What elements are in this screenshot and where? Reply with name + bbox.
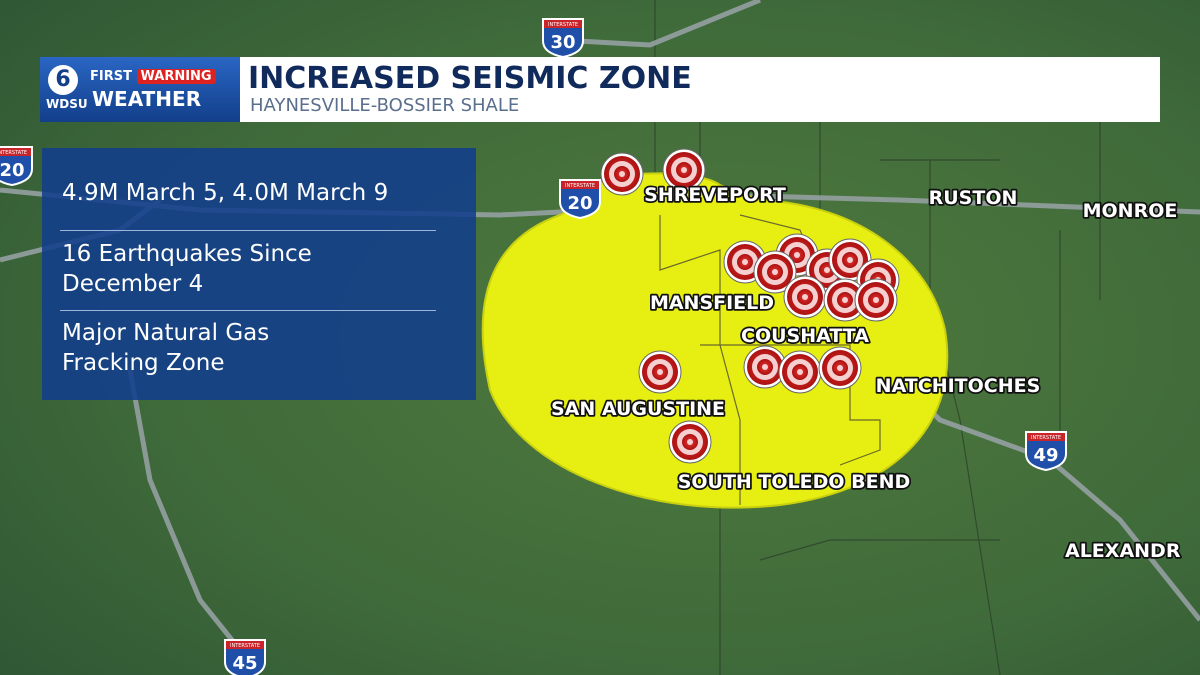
shield-top — [1027, 433, 1065, 441]
quake-marker — [818, 346, 862, 390]
city-label: SAN AUGUSTINE — [551, 398, 725, 420]
quake-marker — [778, 350, 822, 394]
interstate-shield: INTERSTATE 20 — [0, 146, 33, 187]
quake-ring — [772, 269, 778, 275]
quake-ring — [837, 365, 843, 371]
quake-ring — [619, 171, 625, 177]
shield-top — [226, 641, 264, 649]
city-label: MANSFIELD — [650, 292, 774, 314]
logo-station: WDSU — [46, 97, 88, 111]
logo-first: FIRST — [90, 69, 132, 84]
shield-label: INTERSTATE — [0, 150, 27, 156]
quake-ring — [824, 267, 830, 273]
shield-label: INTERSTATE — [565, 183, 595, 189]
quake-marker — [662, 148, 706, 192]
city-label: MONROE — [1083, 200, 1178, 222]
quake-marker — [753, 250, 797, 294]
info-item: 16 Earthquakes Since December 4 — [62, 241, 312, 297]
city-label: ALEXANDR — [1065, 540, 1181, 562]
shield-top — [544, 20, 582, 28]
quake-ring — [657, 369, 663, 375]
quake-ring — [794, 252, 800, 258]
interstate-shield: INTERSTATE 45 — [224, 639, 266, 675]
quake-ring — [873, 297, 879, 303]
shield-top — [561, 181, 599, 189]
quake-markers — [600, 148, 900, 464]
info-item: Major Natural Gas Fracking Zone — [62, 320, 270, 376]
shield-number: 49 — [1033, 445, 1058, 466]
quake-marker — [668, 420, 712, 464]
interstate-shield: INTERSTATE 20 — [559, 179, 601, 220]
city-label: SOUTH TOLEDO BEND — [678, 471, 911, 493]
quake-ring — [802, 294, 808, 300]
logo-warning: WARNING — [136, 69, 216, 84]
logo-product: WEATHER — [92, 87, 202, 111]
city-label: RUSTON — [929, 187, 1018, 209]
shield-top — [0, 148, 31, 156]
shield-label: INTERSTATE — [548, 22, 578, 28]
shield-body — [559, 179, 601, 220]
quake-marker — [743, 345, 787, 389]
interstate-shields: INTERSTATE30INTERSTATE20INTERSTATE20INTE… — [0, 18, 1067, 675]
interstate-shield: INTERSTATE 49 — [1025, 431, 1067, 472]
header-bar: 6 FIRST WARNING WDSU WEATHER INCREASED S… — [40, 57, 1160, 122]
quake-marker — [600, 152, 644, 196]
logo: 6 FIRST WARNING WDSU WEATHER — [40, 57, 240, 122]
quake-ring — [797, 369, 803, 375]
shield-number: 20 — [567, 193, 592, 214]
quake-ring — [687, 439, 693, 445]
quake-ring — [681, 167, 687, 173]
city-label: COUSHATTA — [741, 325, 869, 347]
quake-marker — [783, 275, 827, 319]
shield-body — [1025, 431, 1067, 472]
logo-brand: FIRST WARNING — [90, 69, 216, 84]
title: INCREASED SEISMIC ZONE — [248, 61, 692, 96]
separator — [60, 310, 436, 311]
shield-body — [542, 18, 584, 59]
shield-label: INTERSTATE — [230, 643, 260, 649]
shield-number: 45 — [232, 653, 257, 674]
quake-ring — [762, 364, 768, 370]
quake-ring — [842, 297, 848, 303]
quake-marker — [823, 278, 867, 322]
city-labels: SHREVEPORT RUSTON MONROE MANSFIELD COUSH… — [549, 182, 1182, 564]
separator — [60, 230, 436, 231]
quake-ring — [847, 257, 853, 263]
logo-channel: 6 — [48, 65, 78, 95]
shield-label: INTERSTATE — [1031, 435, 1061, 441]
info-item: 4.9M March 5, 4.0M March 9 — [62, 180, 389, 206]
info-box — [42, 148, 476, 400]
shield-number: 20 — [0, 160, 25, 181]
quake-marker — [638, 350, 682, 394]
shield-body — [0, 146, 33, 187]
quake-marker — [854, 278, 898, 322]
city-label: SHREVEPORT — [644, 184, 786, 206]
shield-number: 30 — [550, 32, 575, 53]
quake-ring — [742, 259, 748, 265]
city-label: NATCHITOCHES — [876, 375, 1041, 397]
interstate-shield: INTERSTATE 30 — [542, 18, 584, 59]
subtitle: HAYNESVILLE-BOSSIER SHALE — [250, 95, 520, 116]
